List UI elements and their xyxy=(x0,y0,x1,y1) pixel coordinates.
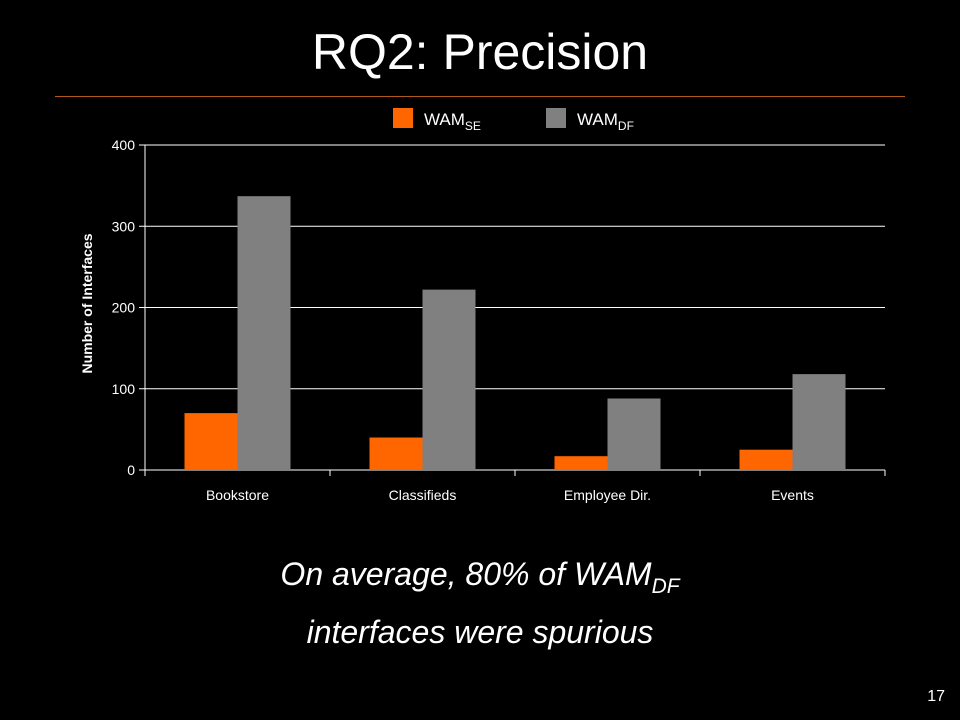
x-tick-label: Events xyxy=(771,487,814,503)
bar-df xyxy=(607,398,661,470)
bar-se xyxy=(554,456,608,470)
slide-title: RQ2: Precision xyxy=(311,24,649,80)
legend-swatch-se xyxy=(393,108,413,128)
title-divider xyxy=(55,96,905,97)
caption-wam-subscript: DF xyxy=(651,575,680,598)
x-tick-label: Bookstore xyxy=(206,487,269,503)
y-tick-label: 0 xyxy=(127,462,135,478)
bar-se xyxy=(184,413,238,470)
bar-df xyxy=(792,374,846,470)
legend-swatch-df xyxy=(546,108,566,128)
page-number: 17 xyxy=(927,688,945,705)
legend-label-df: WAMDF xyxy=(577,110,634,133)
x-tick-label: Classifieds xyxy=(389,487,457,503)
y-axis-title: Number of Interfaces xyxy=(79,233,95,373)
legend-label-se: WAMSE xyxy=(424,110,481,133)
bar-se xyxy=(739,449,793,470)
caption-prefix: On average, 80% of xyxy=(280,556,574,592)
x-tick-label: Employee Dir. xyxy=(564,487,651,503)
legend-subscript: SE xyxy=(465,119,481,133)
bar-se xyxy=(369,437,423,470)
caption-wam: WAM xyxy=(573,556,652,592)
y-tick-label: 100 xyxy=(112,381,136,397)
bar-df xyxy=(422,289,476,470)
y-tick-label: 400 xyxy=(112,137,136,153)
y-tick-label: 300 xyxy=(112,218,136,234)
caption-line-2: interfaces were spurious xyxy=(306,614,654,650)
bar-chart: 0 100 200 300 400 Bookstore Classifieds Employe… xyxy=(79,108,886,503)
caption-line-1: On average, 80% of WAMDF xyxy=(0,556,960,597)
y-tick-label: 200 xyxy=(112,300,136,316)
bar-df xyxy=(237,196,291,470)
legend-subscript: DF xyxy=(618,119,634,133)
